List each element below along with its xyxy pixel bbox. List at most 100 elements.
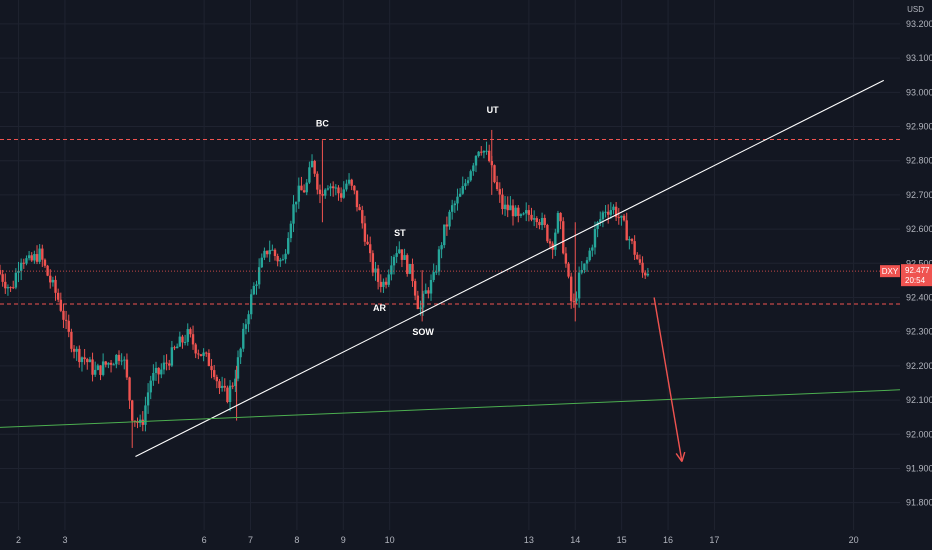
candle-body — [440, 245, 443, 250]
candle-body — [35, 254, 39, 262]
candle-body — [371, 253, 375, 273]
candle-body — [128, 377, 131, 401]
candle-body — [456, 196, 459, 204]
candle-body — [556, 212, 560, 233]
candle-body — [583, 263, 586, 270]
candle-body — [202, 352, 205, 356]
candle-body — [297, 185, 301, 202]
candle-body — [59, 299, 63, 311]
candle-body — [480, 151, 483, 153]
candle-body — [189, 329, 192, 335]
candle-body — [49, 275, 52, 283]
candle-body — [205, 352, 208, 354]
candle-body — [257, 267, 261, 285]
candle-body — [218, 381, 221, 389]
price-axis[interactable]: 93.200 93.100 93.000 92.900 92.800 92.700 92.6… — [906, 19, 932, 508]
candle-body — [175, 346, 179, 349]
candle-body — [453, 203, 457, 206]
candle-body — [38, 248, 41, 262]
candle-body — [488, 150, 491, 162]
x-tick-label: 7 — [248, 535, 253, 545]
candle-body — [125, 359, 129, 378]
candle-body — [525, 210, 528, 214]
candle-body — [80, 357, 84, 363]
candle-body — [501, 194, 504, 210]
currency-label[interactable]: USD — [907, 5, 924, 14]
time-axis[interactable]: 2 3 6 7 8 9 10 13 14 15 16 17 20 — [16, 535, 859, 545]
candle-body — [72, 348, 76, 352]
candle-body — [596, 222, 599, 229]
x-tick-label: 9 — [341, 535, 346, 545]
candle-body — [477, 151, 480, 157]
candle-body — [273, 249, 277, 256]
candle-body — [284, 253, 287, 260]
candle-body — [247, 314, 250, 325]
candle-body — [630, 239, 634, 242]
candle-body — [207, 353, 211, 367]
candle-body — [316, 173, 319, 190]
candle-body — [17, 270, 20, 273]
candle-body — [345, 183, 348, 190]
candle-body — [313, 161, 316, 174]
x-tick-label: 2 — [16, 535, 21, 545]
y-tick-label: 91.800 — [906, 498, 932, 508]
wyckoff-label: BC — [316, 119, 329, 129]
candle-body — [530, 214, 533, 220]
candle-body — [27, 255, 31, 259]
candle-body — [276, 255, 279, 262]
candle-body — [99, 365, 102, 375]
candle-body — [239, 348, 242, 358]
candle-body — [331, 186, 335, 189]
candle-body — [310, 161, 314, 168]
symbol-tag: DXY — [882, 267, 899, 276]
candle-body — [575, 298, 578, 302]
candle-body — [83, 357, 86, 360]
x-tick-label: 8 — [294, 535, 299, 545]
candle-body — [51, 279, 55, 283]
price-tag-value: 92.477 — [905, 266, 930, 275]
candle-body — [461, 186, 464, 194]
candle-body — [458, 193, 462, 197]
candle-body — [231, 385, 234, 387]
candle-body — [527, 210, 531, 215]
candle-body — [554, 232, 557, 250]
candle-body — [33, 254, 36, 261]
candle-body — [289, 223, 293, 239]
candle-body — [644, 272, 647, 276]
candle-body — [271, 249, 274, 251]
candle-body — [19, 262, 23, 271]
wyckoff-label: SOW — [412, 327, 434, 337]
candle-body — [22, 262, 25, 264]
candle-body — [109, 362, 113, 365]
candle-body — [569, 276, 573, 302]
candle-body — [30, 255, 33, 261]
candle-body — [25, 258, 28, 264]
candle-body — [183, 341, 187, 343]
candle-body — [4, 281, 7, 289]
x-tick-label: 10 — [385, 535, 395, 545]
candle-body — [580, 269, 583, 273]
candle-body — [165, 362, 168, 364]
green-support-line — [0, 389, 901, 428]
candle-body — [236, 357, 240, 379]
current-price-tag[interactable]: DXY 92.477 20:54 — [880, 264, 932, 287]
candle-body — [144, 405, 147, 425]
wyckoff-label: ST — [394, 228, 406, 238]
candle-body — [329, 186, 332, 189]
candle-body — [625, 220, 628, 241]
candle-body — [112, 364, 115, 366]
candle-body — [353, 185, 356, 191]
candle-body — [599, 219, 602, 223]
y-tick-label: 93.000 — [906, 87, 932, 97]
candle-body — [141, 419, 144, 425]
candle-body — [609, 210, 613, 215]
candle-body — [279, 259, 282, 262]
candle-body — [91, 359, 94, 375]
candle-body — [562, 221, 565, 254]
candle-body — [522, 213, 525, 215]
candle-body — [64, 319, 68, 321]
candle-body — [421, 293, 425, 308]
candle-body — [363, 223, 367, 242]
price-tag-box — [901, 264, 932, 287]
